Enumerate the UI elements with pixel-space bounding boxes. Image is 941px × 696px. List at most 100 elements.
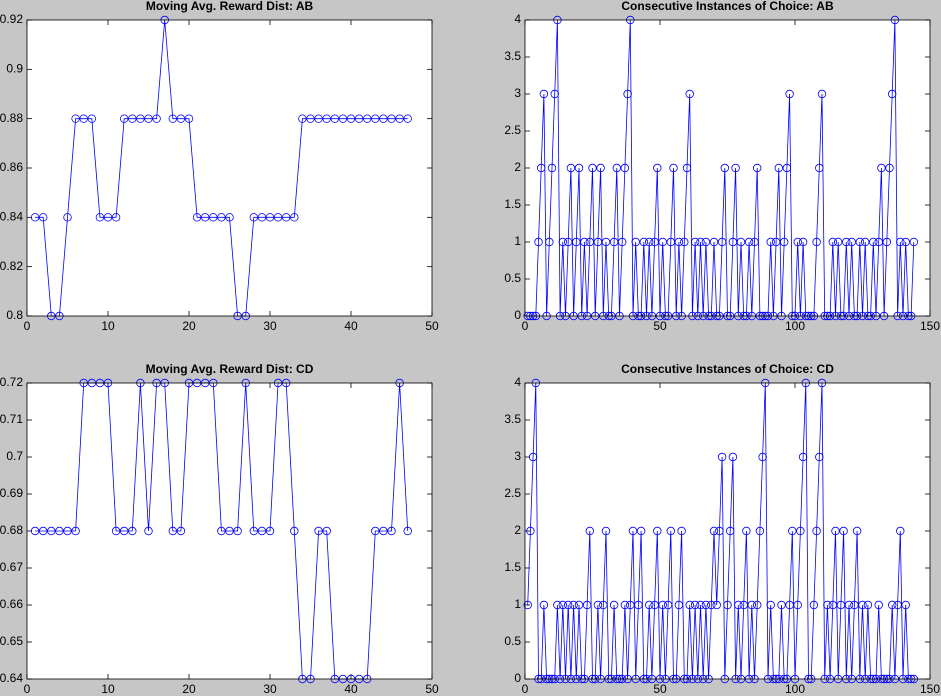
data-point [290, 213, 299, 222]
data-point [30, 526, 40, 536]
data-point [744, 237, 754, 247]
data-point [674, 237, 684, 247]
data-point [574, 600, 584, 610]
y-tick-label: 0 [514, 671, 521, 685]
data-point [585, 237, 594, 247]
data-point [666, 526, 675, 536]
y-tick-label: 0.84 [0, 210, 23, 224]
data-point [119, 526, 129, 536]
data-point [715, 526, 724, 536]
data-point [888, 89, 897, 99]
data-point [731, 163, 740, 173]
y-tick-label: 0.82 [0, 259, 23, 273]
y-tick-label: 0.65 [0, 634, 23, 648]
data-point [796, 526, 805, 536]
y-tick-label: 0.71 [0, 412, 23, 426]
y-tick-label: 4 [514, 12, 521, 26]
data-point [828, 600, 837, 610]
x-tick-label: 30 [263, 319, 277, 333]
data-line [527, 382, 914, 680]
data-point [47, 526, 56, 536]
data-point [192, 213, 202, 222]
data-point [901, 237, 910, 247]
data-point [176, 526, 186, 536]
data-point [558, 600, 567, 610]
data-point [387, 114, 396, 123]
data-point [128, 526, 137, 536]
data-point [680, 237, 689, 247]
data-point [901, 600, 910, 610]
data-point [750, 237, 759, 247]
data-point [119, 114, 129, 123]
y-tick-label: 0.7 [6, 449, 23, 463]
data-point [71, 526, 80, 536]
data-point [696, 600, 705, 610]
data-point [30, 213, 40, 222]
x-tick-label: 10 [101, 319, 115, 333]
data-point [168, 526, 177, 536]
data-point [844, 600, 854, 610]
data-point [545, 237, 554, 247]
data-point [87, 114, 96, 123]
data-point [798, 452, 808, 462]
data-point [909, 237, 918, 247]
data-point [314, 114, 323, 123]
data-point [696, 237, 705, 247]
data-point [774, 163, 783, 173]
data-point [828, 237, 837, 247]
data-point [896, 526, 905, 536]
data-point [550, 89, 559, 99]
x-tick-label: 50 [425, 319, 439, 333]
data-point [574, 163, 584, 173]
data-point [685, 89, 694, 99]
subplot: Moving Avg. Reward Dist: AB 0.8 0.82 0.84 0.… [0, 0, 439, 333]
data-point [782, 163, 792, 173]
data-point [785, 89, 794, 99]
y-tick-label: 3 [514, 449, 521, 463]
data-point [869, 237, 878, 247]
data-point [330, 114, 339, 123]
data-point [707, 600, 716, 610]
data-point [609, 237, 619, 247]
data-point [855, 237, 864, 247]
data-point [834, 237, 843, 247]
data-point [896, 237, 905, 247]
data-point [874, 600, 883, 610]
data-point [379, 526, 388, 536]
axes-box [524, 19, 931, 317]
y-tick-label: 0.92 [0, 12, 23, 26]
x-tick-label: 100 [785, 319, 805, 333]
data-point [609, 600, 619, 610]
data-point [144, 114, 153, 123]
data-point [249, 213, 258, 222]
data-point [265, 526, 275, 536]
data-point [564, 600, 573, 610]
data-point [558, 237, 567, 247]
data-point [168, 114, 177, 123]
y-tick-label: 0.69 [0, 486, 23, 500]
data-point [747, 600, 756, 610]
axes-box [26, 19, 433, 317]
data-point [639, 237, 648, 247]
x-tick-label: 20 [182, 319, 196, 333]
axes-box [524, 382, 931, 680]
data-point [282, 213, 291, 222]
data-point [628, 526, 638, 536]
data-point [233, 526, 242, 536]
y-tick-label: 0 [514, 308, 521, 322]
x-tick-label: 100 [785, 682, 805, 696]
data-point [885, 163, 894, 173]
data-point [63, 213, 72, 222]
y-tick-label: 0.5 [504, 634, 521, 648]
data-point [812, 526, 821, 536]
data-point [815, 163, 824, 173]
data-point [653, 163, 662, 173]
y-tick-label: 2.5 [504, 123, 521, 137]
data-point [666, 237, 675, 247]
data-point [322, 114, 331, 123]
data-point [539, 600, 549, 610]
data-point [850, 600, 859, 610]
chart-title: Moving Avg. Reward Dist: AB [146, 0, 314, 13]
data-point [298, 114, 307, 123]
